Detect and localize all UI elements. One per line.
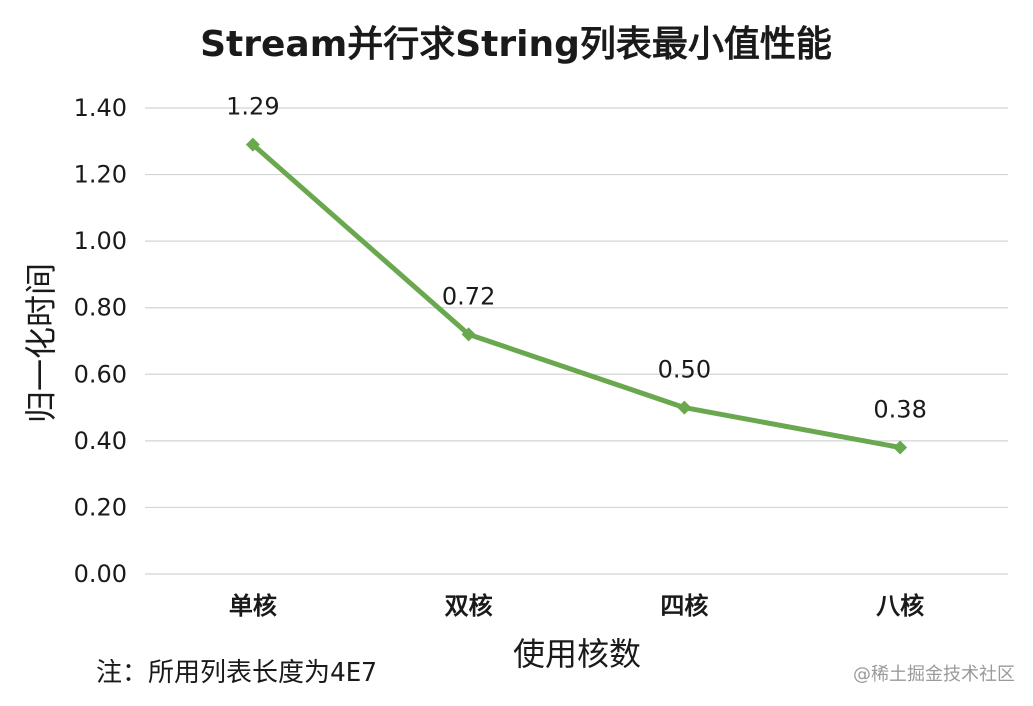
y-tick-label: 0.40 [74, 427, 127, 455]
y-tick-label: 0.80 [74, 294, 127, 322]
watermark: @稀土掘金技术社区 [853, 664, 1015, 685]
y-tick-label: 1.40 [74, 94, 127, 122]
data-label: 0.38 [873, 396, 926, 424]
y-axis-ticks: 0.00 0.20 0.40 0.60 0.80 1.00 1.20 1.40 [74, 94, 127, 588]
data-label: 0.50 [658, 356, 711, 384]
series [245, 137, 908, 455]
data-point-marker [893, 440, 908, 455]
data-point-marker [677, 400, 692, 415]
x-category-label: 双核 [445, 592, 493, 620]
y-axis-title: 归一化时间 [22, 263, 60, 423]
gridlines [145, 107, 1008, 575]
y-tick-label: 1.20 [74, 161, 127, 189]
footnote: 注：所用列表长度为4E7 [96, 658, 377, 688]
data-label: 0.72 [442, 282, 495, 310]
chart-title: Stream并行求String列表最小值性能 [200, 24, 832, 65]
data-point-marker [245, 137, 260, 152]
x-category-label: 八核 [876, 592, 924, 620]
y-tick-label: 0.20 [74, 493, 127, 521]
x-axis-title: 使用核数 [513, 635, 641, 673]
y-tick-label: 1.00 [74, 227, 127, 255]
data-point-marker [461, 327, 476, 342]
data-label: 1.29 [226, 93, 279, 121]
x-axis-categories: 单核 双核 四核 八核 [229, 592, 924, 620]
y-tick-label: 0.60 [74, 360, 127, 388]
y-tick-label: 0.00 [74, 560, 127, 588]
x-category-label: 四核 [660, 592, 708, 620]
series-line [251, 142, 901, 450]
data-labels: 1.29 0.72 0.50 0.38 [226, 93, 927, 424]
x-category-label: 单核 [229, 592, 277, 620]
